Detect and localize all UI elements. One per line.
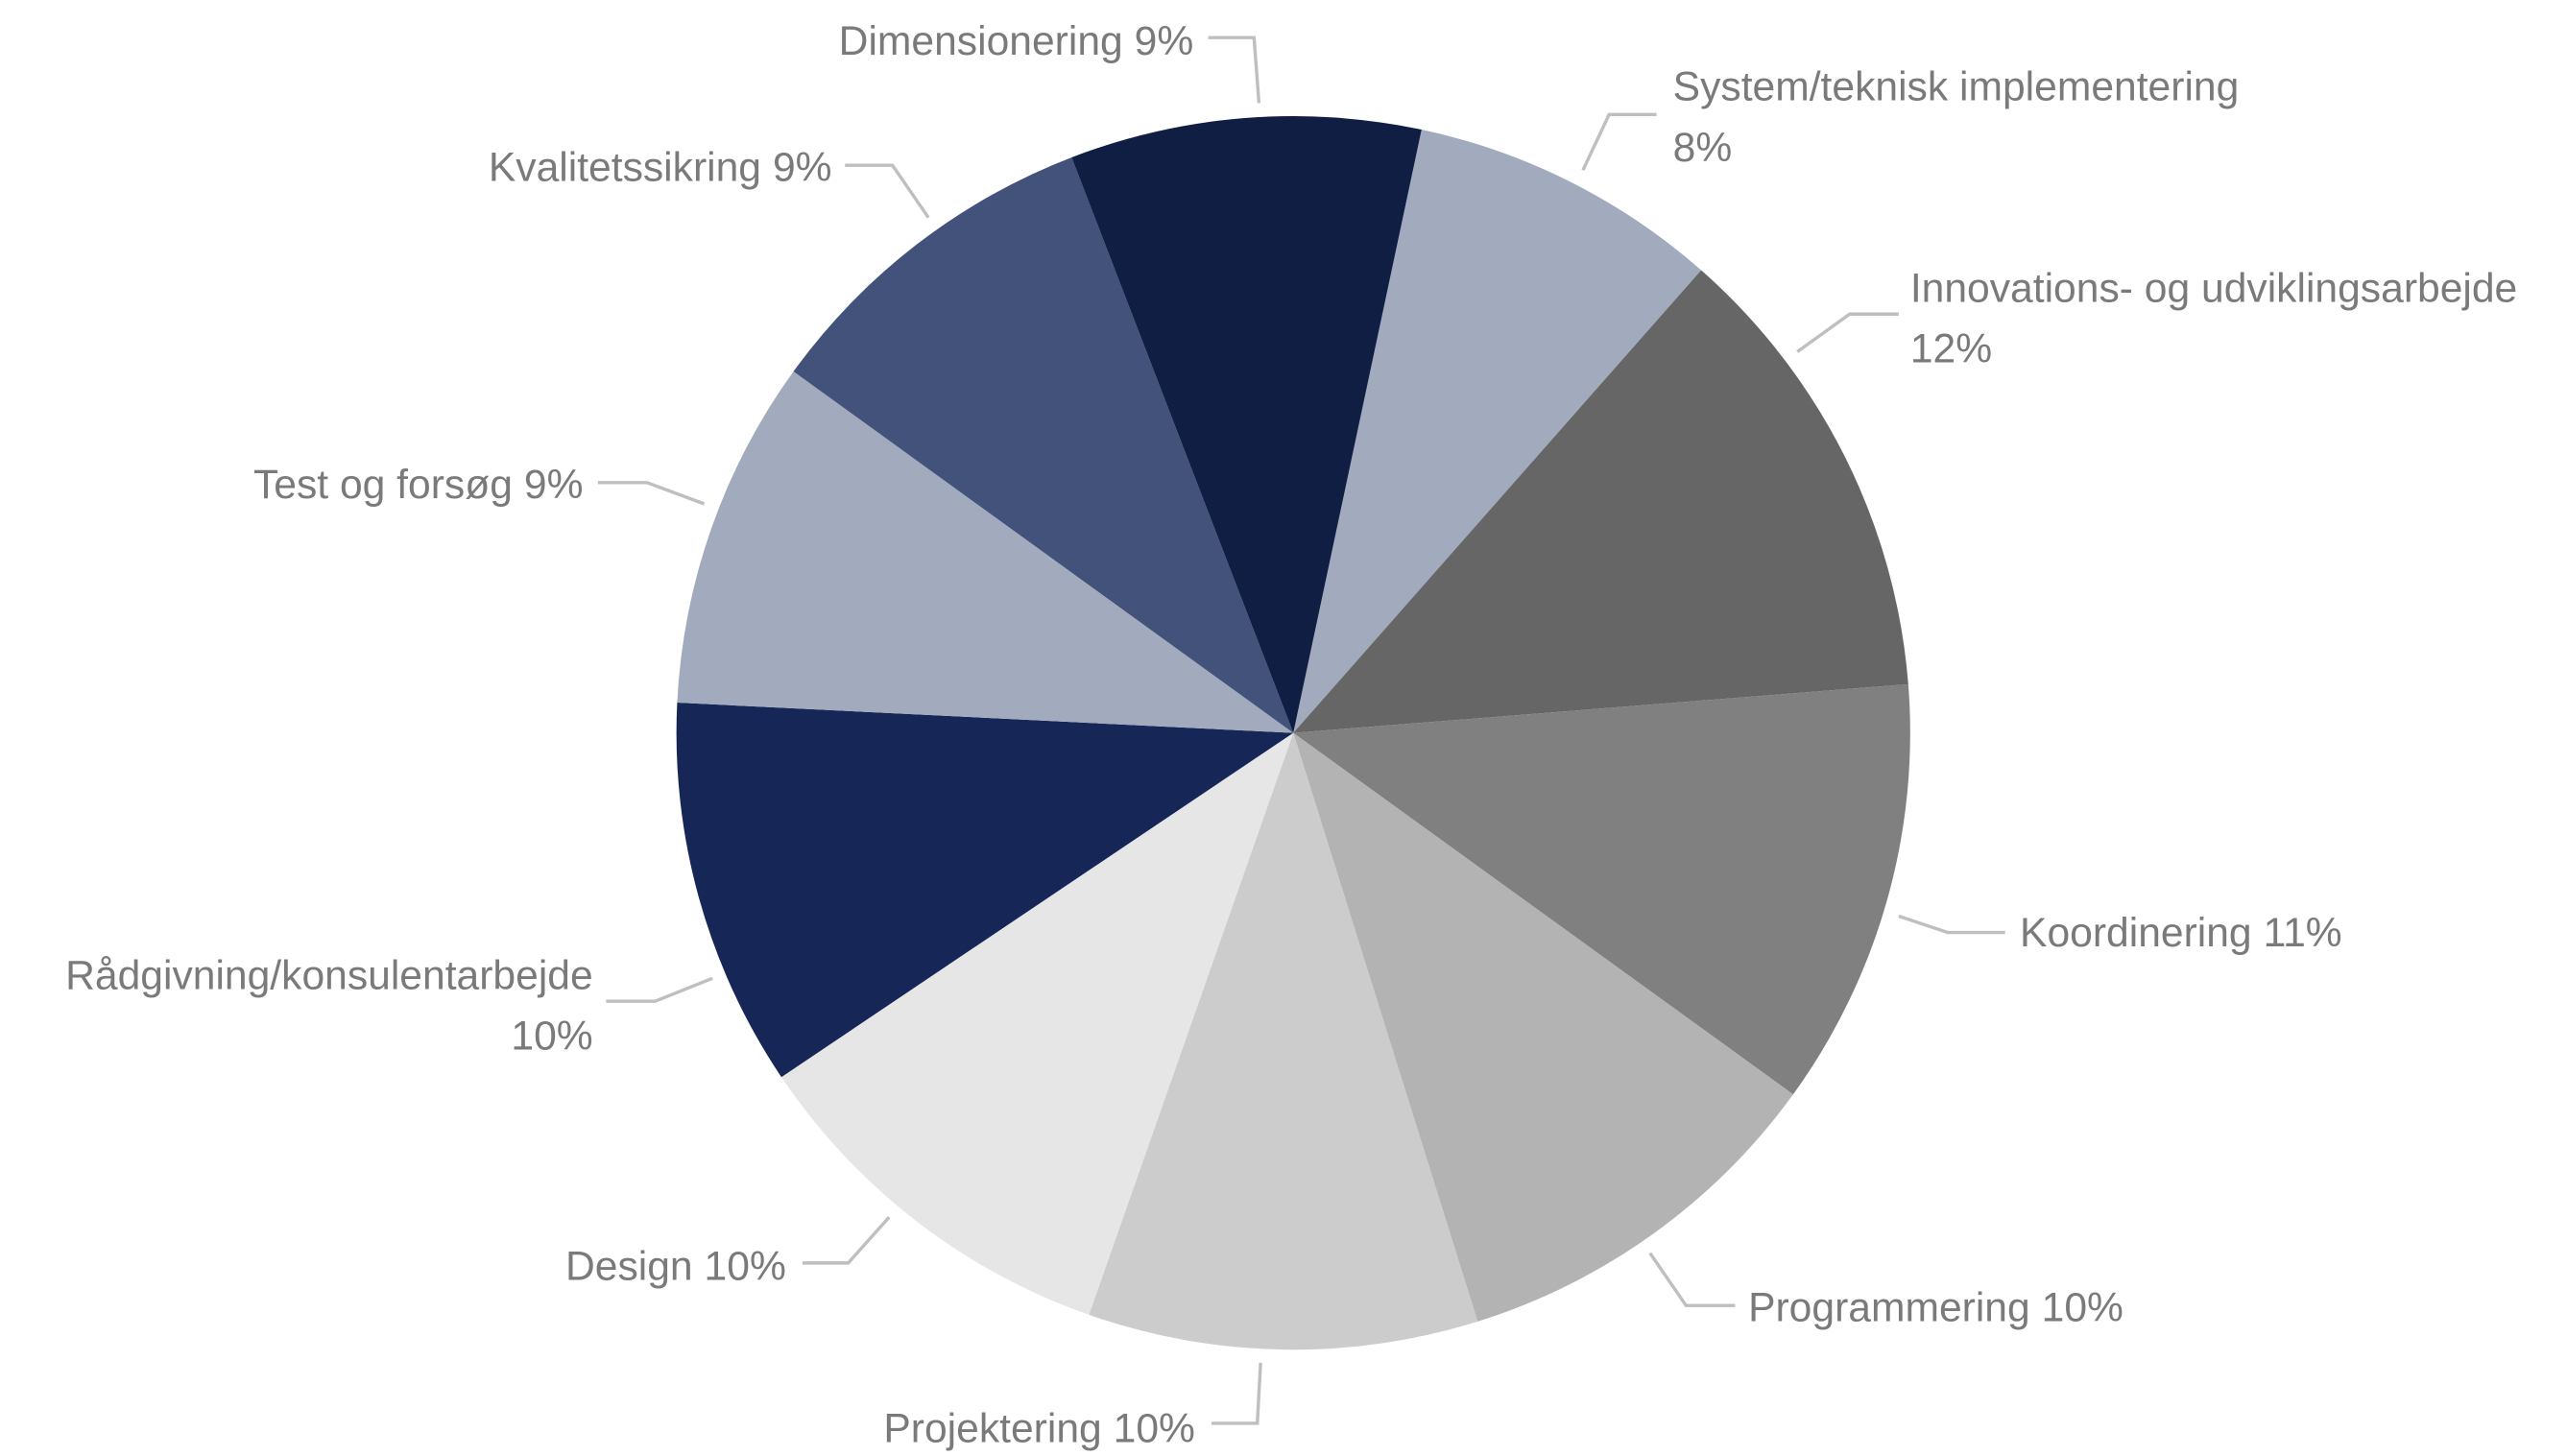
pie-slice bbox=[1089, 732, 1478, 1350]
data-label: Innovations- og udviklingsarbejde 12% bbox=[1910, 266, 2517, 372]
category-label: Test og forsøg bbox=[253, 462, 513, 508]
pie-slice bbox=[676, 703, 1294, 1078]
value-label: 11% bbox=[2264, 910, 2342, 956]
leader-line bbox=[1208, 36, 1261, 104]
category-label: Innovations- og udviklingsarbejde bbox=[1910, 266, 2517, 312]
leader-line bbox=[802, 1216, 891, 1265]
pie-slice bbox=[1293, 270, 1908, 733]
data-label: Dimensionering 9% bbox=[839, 18, 1194, 64]
category-label: Dimensionering bbox=[839, 18, 1123, 64]
data-label: Programmering 10% bbox=[1748, 1285, 2123, 1331]
data-label: Rådgivning/konsulentarbejde 10% bbox=[65, 953, 593, 1060]
pie-slice bbox=[1293, 130, 1702, 733]
leader-line bbox=[1648, 1252, 1736, 1307]
pie-slice bbox=[1071, 116, 1422, 733]
value-label: 12% bbox=[1910, 326, 1992, 372]
leader-line bbox=[845, 163, 930, 219]
category-label: Design bbox=[565, 1244, 693, 1290]
data-label: Test og forsøg 9% bbox=[253, 462, 584, 508]
value-label: 8% bbox=[1673, 125, 1733, 171]
value-label: 10% bbox=[2042, 1285, 2123, 1331]
value-label: 9% bbox=[1135, 18, 1194, 64]
pie-slice bbox=[780, 732, 1294, 1315]
data-label: System/teknisk implementering 8% bbox=[1673, 64, 2240, 171]
leader-line bbox=[1796, 312, 1899, 353]
value-label: 9% bbox=[773, 145, 832, 191]
category-label: Kvalitetssikring bbox=[489, 145, 761, 191]
value-label: 10% bbox=[705, 1244, 786, 1290]
category-label: Programmering bbox=[1748, 1285, 2030, 1331]
data-label: Koordinering 11% bbox=[2020, 910, 2342, 956]
data-label: Projektering 10% bbox=[883, 1406, 1195, 1452]
category-label: Projektering bbox=[883, 1406, 1101, 1452]
pie-slice bbox=[793, 156, 1294, 733]
leader-line bbox=[1212, 1362, 1262, 1425]
data-label: Kvalitetssikring 9% bbox=[489, 145, 832, 191]
value-label: 10% bbox=[1114, 1406, 1195, 1452]
pie-slice bbox=[677, 371, 1294, 733]
pie-slice bbox=[1293, 683, 1910, 1095]
category-label: System/teknisk implementering bbox=[1673, 64, 2240, 110]
leader-line bbox=[597, 481, 706, 506]
category-label: Koordinering bbox=[2020, 910, 2252, 956]
leader-line bbox=[606, 976, 713, 1003]
leader-line bbox=[1898, 914, 2005, 935]
value-label: 10% bbox=[511, 1014, 592, 1060]
category-label: Rådgivning/konsulentarbejde bbox=[65, 953, 593, 999]
leader-line bbox=[1581, 112, 1657, 171]
data-label: Design 10% bbox=[565, 1244, 786, 1290]
pie-slice bbox=[1293, 732, 1793, 1322]
value-label: 9% bbox=[524, 462, 584, 508]
